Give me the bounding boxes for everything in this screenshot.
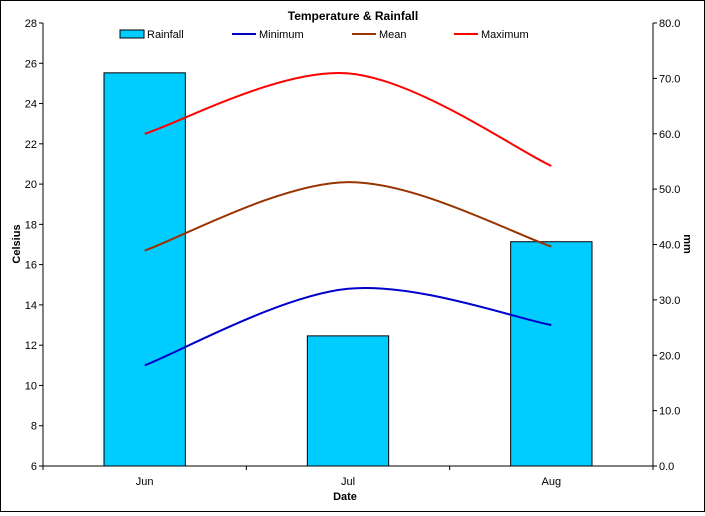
bar-rainfall-0: [103, 72, 186, 467]
y-tick-label: 14: [25, 300, 37, 312]
y-tick-label: 16: [25, 260, 37, 272]
y-tick-label: 8: [31, 421, 37, 433]
bar-rainfall-1: [306, 335, 390, 467]
y-axis-title: Celsius: [11, 224, 23, 263]
y2-tick-label: 20.0: [659, 350, 680, 362]
y-tick-label: 10: [25, 380, 37, 392]
x-tick-label: Jun: [136, 476, 154, 488]
rainfall-bars: [103, 72, 593, 467]
legend-label-maximum: Maximum: [481, 29, 529, 41]
y-tick-label: 26: [25, 58, 37, 70]
y2-tick-label: 50.0: [659, 184, 680, 196]
x-tick-label: Jul: [341, 476, 355, 488]
y-tick-label: 28: [25, 18, 37, 30]
x-axis-title: Date: [333, 491, 357, 503]
y-tick-label: 6: [31, 461, 37, 473]
y2-axis-title: mm: [681, 234, 693, 254]
legend-label-rainfall: Rainfall: [147, 29, 184, 41]
y2-tick-label: 30.0: [659, 295, 680, 307]
y2-tick-label: 40.0: [659, 240, 680, 252]
legend-swatch-rainfall: [119, 29, 145, 39]
y-tick-label: 24: [25, 99, 37, 111]
y2-tick-label: 70.0: [659, 73, 680, 85]
bar-rainfall-2: [510, 241, 593, 467]
y2-tick-label: 10.0: [659, 406, 680, 418]
y-tick-label: 20: [25, 179, 37, 191]
y2-tick-label: 0.0: [659, 461, 674, 473]
x-tick-label: Aug: [542, 476, 562, 488]
chart-title: Temperature & Rainfall: [288, 9, 418, 23]
y2-tick-label: 60.0: [659, 129, 680, 141]
y2-tick-label: 80.0: [659, 18, 680, 30]
line-minimum: [144, 287, 552, 367]
y-tick-label: 18: [25, 219, 37, 231]
line-maximum: [144, 72, 552, 167]
axes: 6 8 10 12 14 16 18 20 22 24 26 28 0.0 10.0 20.0 30.0 40.…: [25, 18, 681, 488]
y-tick-label: 12: [25, 340, 37, 352]
line-mean: [144, 181, 552, 252]
legend-label-mean: Mean: [379, 29, 407, 41]
temperature-lines: [144, 72, 552, 367]
legend: Rainfall Minimum Mean Maximum: [119, 29, 529, 41]
legend-label-minimum: Minimum: [259, 29, 304, 41]
y-tick-label: 22: [25, 139, 37, 151]
